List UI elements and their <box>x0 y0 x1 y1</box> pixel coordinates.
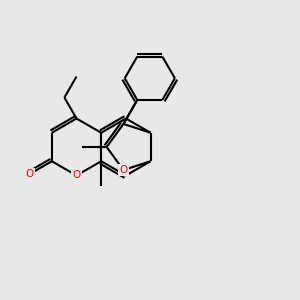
Text: O: O <box>26 169 34 179</box>
Text: O: O <box>119 165 128 175</box>
Text: O: O <box>72 170 81 181</box>
